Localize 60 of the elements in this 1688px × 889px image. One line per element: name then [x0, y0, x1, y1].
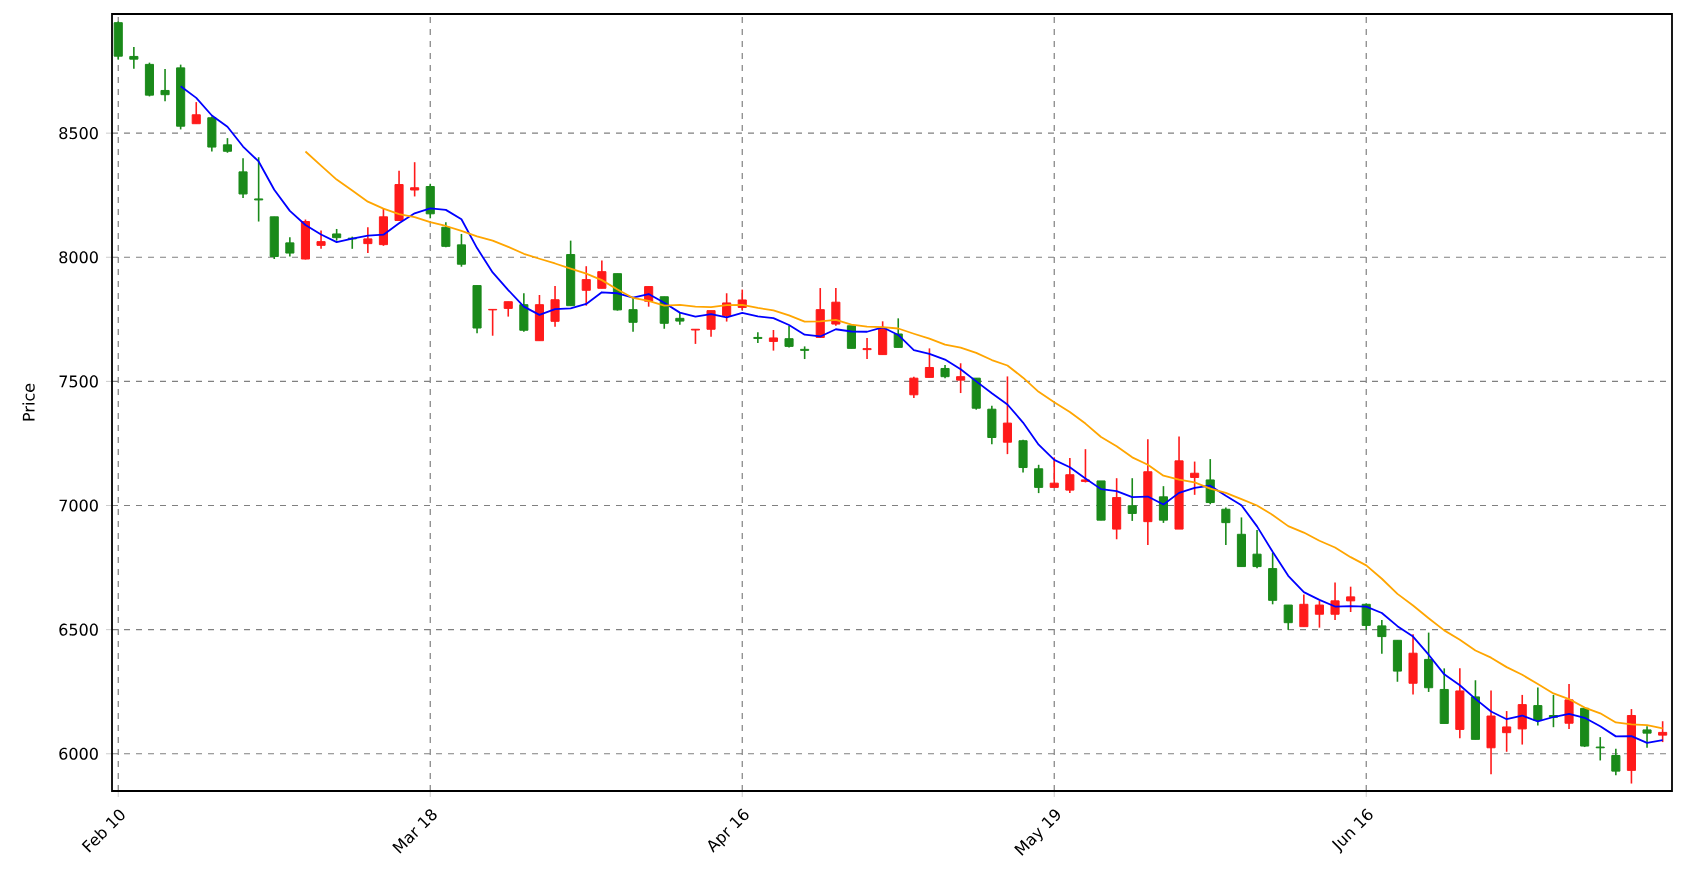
candlestick — [1127, 477, 1137, 522]
candlestick — [1564, 683, 1574, 730]
candlestick — [1002, 375, 1012, 455]
y-tick-label: 8500 — [59, 127, 98, 140]
candlestick — [1658, 720, 1668, 743]
candlestick — [363, 226, 373, 254]
candlestick — [1283, 604, 1293, 631]
candlestick — [1533, 686, 1543, 727]
candlestick — [628, 296, 638, 333]
candlestick — [1595, 736, 1605, 762]
candlestick — [191, 101, 201, 125]
x-tick-label: Apr 16 — [708, 808, 749, 853]
y-axis-title: Price — [22, 383, 35, 421]
candlestick — [1158, 485, 1168, 524]
candlestick — [909, 375, 919, 399]
candlestick — [1611, 747, 1621, 777]
candlestick — [488, 308, 498, 337]
candlestick — [1221, 506, 1231, 546]
candlestick — [316, 229, 326, 250]
candlestick — [1049, 456, 1059, 489]
candlestick — [1034, 464, 1044, 494]
candlestick — [581, 265, 591, 307]
y-tick-label: 7000 — [59, 499, 98, 512]
candlestick — [285, 236, 295, 258]
candlestick — [238, 157, 248, 199]
candlestick — [706, 309, 716, 338]
candlestick — [1252, 529, 1262, 570]
candlestick — [441, 221, 451, 249]
y-tick-label: 8000 — [59, 251, 98, 264]
x-tick-label: Mar 18 — [392, 809, 437, 854]
candlestick — [254, 156, 264, 223]
candlestick — [1330, 581, 1340, 621]
y-tick-label: 6500 — [59, 623, 98, 636]
candlestick — [550, 285, 560, 328]
candlestick — [768, 329, 778, 352]
candlestick — [1299, 593, 1309, 628]
candlestick — [893, 317, 903, 349]
candlestick — [410, 161, 420, 198]
candlestick — [956, 362, 966, 394]
candlestick — [129, 46, 139, 70]
y-tick-label: 7500 — [59, 375, 98, 388]
x-tick-label: Feb 10 — [81, 809, 125, 853]
line-series — [179, 85, 1664, 744]
candlestick — [1377, 619, 1387, 655]
line-series — [304, 150, 1664, 730]
candlestick — [1502, 710, 1512, 753]
candlestick — [456, 233, 466, 268]
candlestick — [831, 287, 841, 327]
candlestick — [753, 331, 763, 344]
candlestick — [160, 68, 170, 102]
x-tick-label: Jun 16 — [1331, 808, 1373, 854]
candlestick — [1642, 725, 1652, 749]
candlestick — [1361, 602, 1371, 631]
candlestick — [1346, 585, 1356, 613]
candlestick — [1190, 460, 1200, 496]
candlestick — [924, 347, 934, 379]
y-tick-label: 6000 — [59, 747, 98, 760]
candlestick — [1065, 457, 1075, 494]
candlestick — [1314, 600, 1324, 629]
candlestick — [862, 337, 872, 360]
